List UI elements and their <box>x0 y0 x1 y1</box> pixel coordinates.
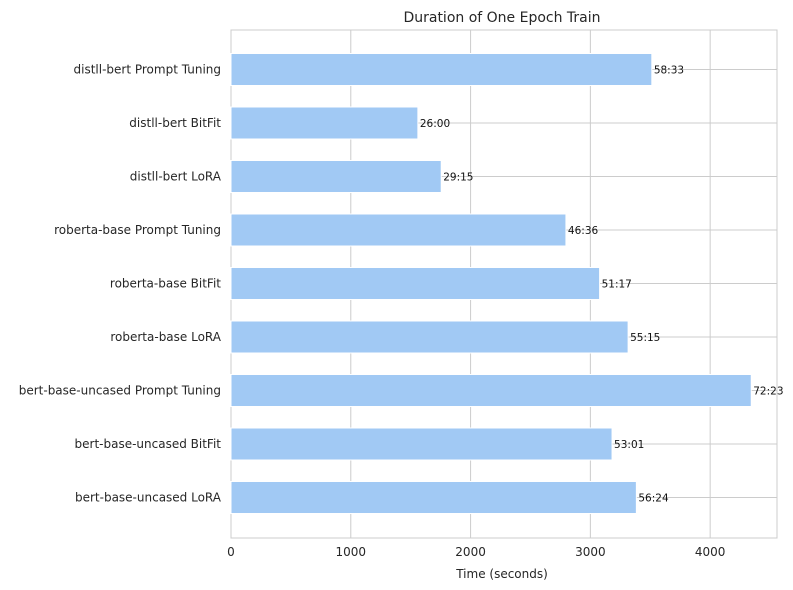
bar <box>230 213 567 247</box>
y-tick-label: roberta-base LoRA <box>110 330 221 344</box>
bar <box>230 53 653 86</box>
data-label: 26:00 <box>420 118 450 130</box>
bar <box>230 427 613 461</box>
bars-group <box>230 53 752 514</box>
chart-title: Duration of One Epoch Train <box>403 10 600 26</box>
data-label: 29:15 <box>443 172 473 184</box>
y-tick-label: distll-bert LoRA <box>130 170 222 184</box>
data-label: 72:23 <box>753 386 783 398</box>
x-tick-label: 0 <box>227 545 235 559</box>
x-tick-label: 2000 <box>455 545 486 559</box>
bar <box>230 160 442 193</box>
data-label: 53:01 <box>614 439 644 451</box>
x-tick-labels: 0 1000 2000 3000 4000 <box>227 545 725 559</box>
data-label: 51:17 <box>602 279 632 291</box>
y-tick-label: bert-base-uncased BitFit <box>75 437 222 451</box>
x-tick-label: 3000 <box>575 545 606 559</box>
y-tick-label: distll-bert BitFit <box>129 116 221 130</box>
bar <box>230 374 752 407</box>
data-label: 46:36 <box>568 225 599 237</box>
bar <box>230 320 629 354</box>
x-tick-label: 4000 <box>695 545 726 559</box>
x-tick-label: 1000 <box>336 545 367 559</box>
data-label: 55:15 <box>630 332 660 344</box>
data-labels: 58:33 26:00 29:15 46:36 51:17 55:15 72:23 53:01… <box>420 65 784 505</box>
y-tick-label: distll-bert Prompt Tuning <box>74 63 222 77</box>
y-tick-label: bert-base-uncased LoRA <box>75 491 222 505</box>
y-tick-label: roberta-base Prompt Tuning <box>54 223 221 237</box>
y-tick-label: bert-base-uncased Prompt Tuning <box>19 384 221 398</box>
data-label: 58:33 <box>654 65 684 77</box>
data-label: 56:24 <box>638 493 669 505</box>
bar <box>230 106 419 140</box>
y-tick-label: roberta-base BitFit <box>110 277 221 291</box>
x-axis-label: Time (seconds) <box>455 567 548 581</box>
bar <box>230 481 637 514</box>
bar <box>230 267 601 300</box>
y-tick-labels: distll-bert Prompt Tuning distll-bert Bit… <box>19 63 222 505</box>
